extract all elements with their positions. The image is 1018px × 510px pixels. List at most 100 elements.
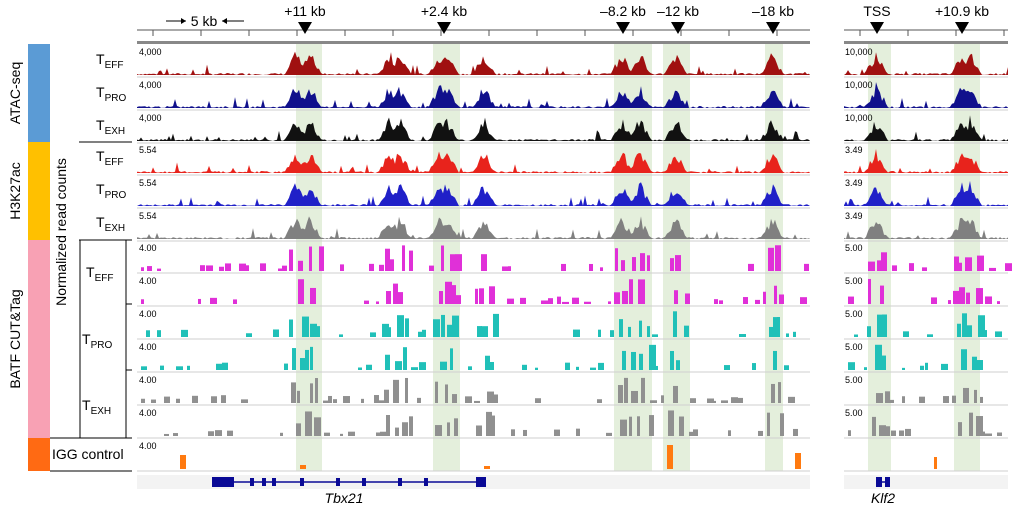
signal-bin <box>731 397 738 403</box>
signal-bin <box>385 354 390 370</box>
signal-bin <box>768 247 774 271</box>
track-scale-right: 5.00 <box>845 276 863 286</box>
signal-bin <box>721 400 728 403</box>
signal-bin <box>919 396 925 403</box>
signal-bin <box>481 326 488 337</box>
y-axis-label: Normalized read counts <box>53 158 69 306</box>
signal-bin <box>909 263 914 271</box>
signal-bin <box>608 301 611 304</box>
group-bars: ATAC-seq H3K27ac BATF CUT&Tag IGG contro… <box>7 44 124 471</box>
signal-bin <box>779 294 784 304</box>
signal-area <box>844 82 1008 108</box>
signal-bin <box>147 266 152 271</box>
signal-bin <box>382 323 389 337</box>
exon <box>300 478 304 486</box>
signal-bin <box>305 411 312 436</box>
signal-bin <box>557 296 561 304</box>
signal-bin <box>668 410 674 436</box>
signal-bin <box>632 257 636 271</box>
signal-bin <box>872 416 876 436</box>
marker-label: –18 kb <box>752 3 794 19</box>
signal-bin <box>493 313 499 337</box>
signal-bin <box>800 297 807 304</box>
signal-bin <box>450 285 456 304</box>
exon <box>424 478 428 486</box>
signal-area <box>844 52 1008 75</box>
signal-bin <box>511 429 515 436</box>
right-ruler <box>844 29 1008 44</box>
signal-track <box>844 82 1008 108</box>
signal-bin <box>409 416 413 436</box>
signal-track <box>876 387 983 403</box>
track-scale-left: 4.00 <box>139 309 157 319</box>
signal-bin <box>300 358 306 370</box>
signal-bin <box>310 383 313 403</box>
signal-bin <box>711 400 716 403</box>
signal-bin <box>885 391 890 403</box>
signal-bin <box>141 398 145 403</box>
signal-bin <box>369 263 374 271</box>
scale-bar-label: 5 kb <box>191 13 218 29</box>
signal-track <box>141 279 807 304</box>
signal-bin <box>310 287 316 304</box>
signal-bin <box>631 390 638 403</box>
signal-bin <box>452 315 459 337</box>
signal-bin <box>619 319 623 337</box>
signal-bin <box>891 430 896 436</box>
signal-bin <box>882 355 886 370</box>
left-ruler <box>137 29 810 44</box>
signal-bin <box>395 361 402 370</box>
signal-bin <box>468 366 472 370</box>
signal-bin <box>771 383 775 403</box>
signal-bin <box>638 279 645 304</box>
signal-bin <box>959 287 965 304</box>
signal-bin <box>305 349 309 370</box>
signal-bin <box>868 261 875 271</box>
signal-bin <box>784 365 789 370</box>
signal-bin <box>164 433 169 436</box>
gene-models: Tbx21 Klf2 <box>137 475 1008 506</box>
signal-track <box>844 52 1008 75</box>
signal-bin <box>598 362 604 370</box>
signal-bin <box>146 330 150 337</box>
signal-bin <box>931 297 937 304</box>
signal-bin <box>614 292 620 304</box>
signal-bin <box>1005 263 1012 271</box>
signal-bin <box>340 433 343 436</box>
signal-bin <box>758 430 763 436</box>
signal-tracks <box>137 51 1012 469</box>
signal-bin <box>884 426 890 436</box>
signal-bin <box>366 364 372 370</box>
signal-bin <box>997 432 1002 436</box>
signal-bin <box>561 263 566 271</box>
signal-bin <box>685 293 690 304</box>
signal-bin <box>385 248 390 271</box>
signal-bin <box>310 323 317 337</box>
exon <box>250 478 254 486</box>
signal-bin <box>902 396 905 403</box>
track-scale-right: 3.49 <box>845 211 863 221</box>
signal-bin <box>302 316 309 337</box>
signal-bin <box>502 266 509 271</box>
signal-bin <box>676 360 680 370</box>
group-bar-h3k27ac <box>28 142 50 240</box>
signal-bin <box>379 264 384 271</box>
signal-bin <box>535 367 538 370</box>
signal-bin <box>795 453 801 469</box>
signal-bin <box>877 260 883 271</box>
signal-bin <box>629 279 633 304</box>
signal-bin <box>198 298 201 304</box>
signal-bin <box>674 290 678 304</box>
marker-arrow-icon <box>616 22 630 34</box>
signal-bin <box>684 325 689 337</box>
signal-track <box>137 216 810 239</box>
track-scale-left: 4.00 <box>139 243 157 253</box>
signal-bin <box>941 363 948 370</box>
signal-bin <box>976 360 983 370</box>
signal-bin <box>390 259 394 271</box>
signal-bin <box>780 413 784 436</box>
track-scale-left: 4.00 <box>139 408 157 418</box>
signal-bin <box>445 281 452 304</box>
signal-bin <box>474 400 480 403</box>
